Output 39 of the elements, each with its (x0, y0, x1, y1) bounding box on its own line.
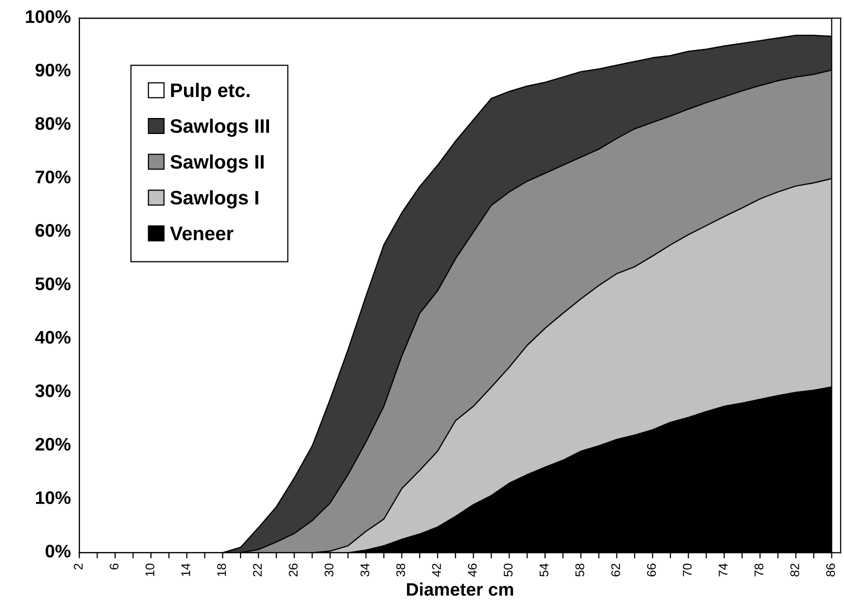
x-tick-label: 2 (74, 564, 83, 570)
y-tick-label: 40% (35, 330, 71, 344)
x-tick-label: 46 (468, 564, 477, 577)
x-tick-label: 10 (145, 564, 154, 576)
x-axis-title: Diameter cm (406, 582, 514, 596)
y-tick-label: 0% (46, 544, 71, 558)
x-tick-label: 86 (826, 564, 836, 576)
x-tick-label: 74 (718, 563, 728, 576)
y-tick-label: 10% (36, 491, 71, 504)
legend-label: Sawlogs II (170, 154, 264, 173)
y-tick-label: 90% (35, 64, 71, 76)
x-tick-label: 78 (754, 564, 764, 576)
x-tick-label: 54 (540, 563, 548, 576)
x-tick-label: 42 (432, 564, 441, 577)
x-tick-label: 6 (110, 564, 119, 570)
x-tick-label: 62 (611, 564, 620, 576)
y-tick-label: 60% (36, 224, 71, 237)
y-tick-label: 80% (35, 117, 71, 130)
x-tick-label: 30 (324, 564, 334, 577)
x-tick-label: 58 (575, 564, 584, 576)
x-tick-label: 50 (504, 564, 513, 576)
x-tick-label: 22 (252, 564, 262, 576)
legend-label: Sawlogs III (170, 118, 270, 137)
y-tick-label: 30% (35, 384, 71, 398)
y-tick-label: 50% (35, 277, 71, 290)
y-tick-label: 100% (26, 10, 71, 24)
x-tick-label: 34 (360, 563, 370, 577)
series-label: Pulp etc. (171, 82, 250, 102)
x-tick-label: 18 (217, 564, 226, 576)
y-tick-label: 20% (35, 438, 71, 451)
x-tick-label: 70 (682, 564, 692, 576)
legend-label: Veneer (170, 226, 234, 240)
x-tick-label: 14 (181, 563, 190, 576)
legend-label: Sawlogs I (170, 190, 258, 208)
x-tick-label: 66 (647, 564, 656, 576)
x-tick-label: 38 (396, 564, 406, 577)
y-tick-label: 70% (36, 170, 71, 184)
x-tick-label: 26 (288, 564, 298, 576)
x-tick-label: 82 (790, 564, 800, 576)
